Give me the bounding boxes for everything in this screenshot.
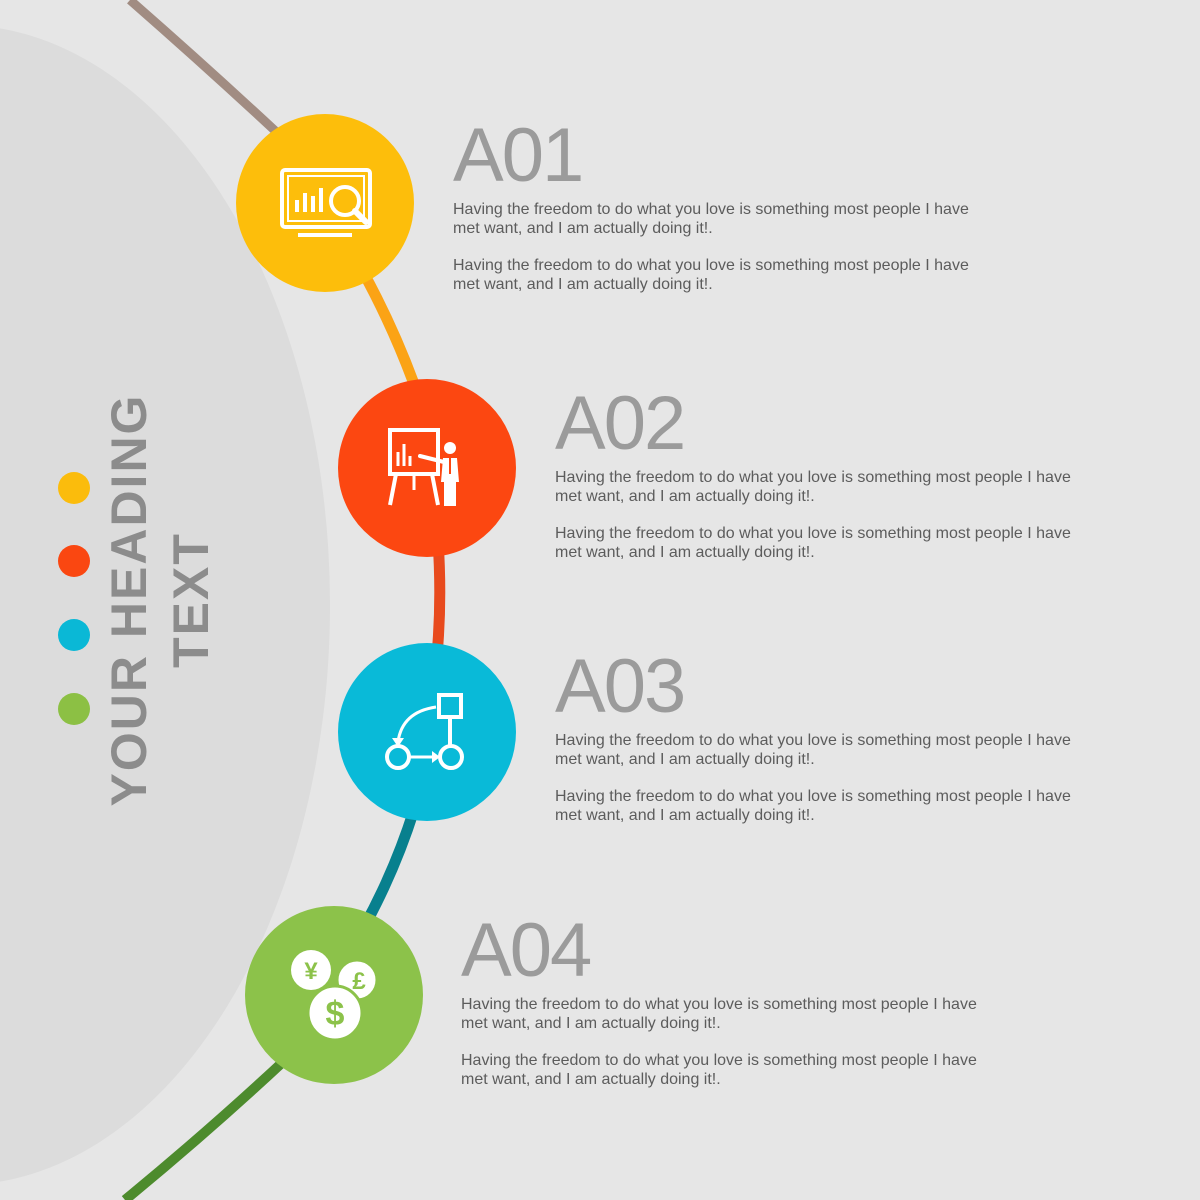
legend-dot-blue <box>58 619 90 651</box>
step-a01: A01 Having the freedom to do what you lo… <box>453 118 1013 294</box>
step-title: A04 <box>461 908 592 993</box>
arc-segment-2 <box>431 539 446 656</box>
arc-segment-3 <box>360 808 420 928</box>
step-a03: A03 Having the freedom to do what you lo… <box>555 649 1115 825</box>
presentation-board-icon <box>388 428 459 506</box>
step-title: A01 <box>453 113 584 198</box>
background-circle <box>0 28 330 1182</box>
step-a02: A02 Having the freedom to do what you lo… <box>555 386 1115 562</box>
step-paragraph: Having the freedom to do what you love i… <box>453 257 969 293</box>
step-paragraph: Having the freedom to do what you love i… <box>555 788 1071 824</box>
step-title: A03 <box>555 644 686 729</box>
step-paragraph: Having the freedom to do what you love i… <box>555 732 1071 768</box>
step-circle-a02 <box>338 379 516 557</box>
svg-text:¥: ¥ <box>304 958 318 985</box>
svg-text:$: $ <box>326 995 345 1033</box>
legend-dot-orange <box>58 545 90 577</box>
step-paragraph: Having the freedom to do what you love i… <box>555 469 1071 505</box>
step-paragraph: Having the freedom to do what you love i… <box>461 1052 977 1088</box>
step-title: A02 <box>555 381 686 466</box>
step-paragraph: Having the freedom to do what you love i… <box>555 525 1071 561</box>
step-circle-a01 <box>236 114 414 292</box>
arc-segment-1 <box>357 267 424 397</box>
workflow-icon <box>385 693 464 770</box>
step-paragraph: Having the freedom to do what you love i… <box>453 201 969 237</box>
step-paragraph: Having the freedom to do what you love i… <box>461 996 977 1032</box>
step-circle-a03 <box>338 643 516 821</box>
arc-segment-top <box>127 0 289 144</box>
monitor-chart-magnifier-icon <box>280 168 372 237</box>
legend-dot-green <box>58 693 90 725</box>
svg-text:£: £ <box>352 968 366 995</box>
arc-segment-bottom <box>121 1056 289 1200</box>
step-a04: A04 Having the freedom to do what you lo… <box>461 913 1021 1089</box>
currency-coins-icon: ¥ £ $ <box>291 950 379 1042</box>
legend-dot-yellow <box>58 472 90 504</box>
